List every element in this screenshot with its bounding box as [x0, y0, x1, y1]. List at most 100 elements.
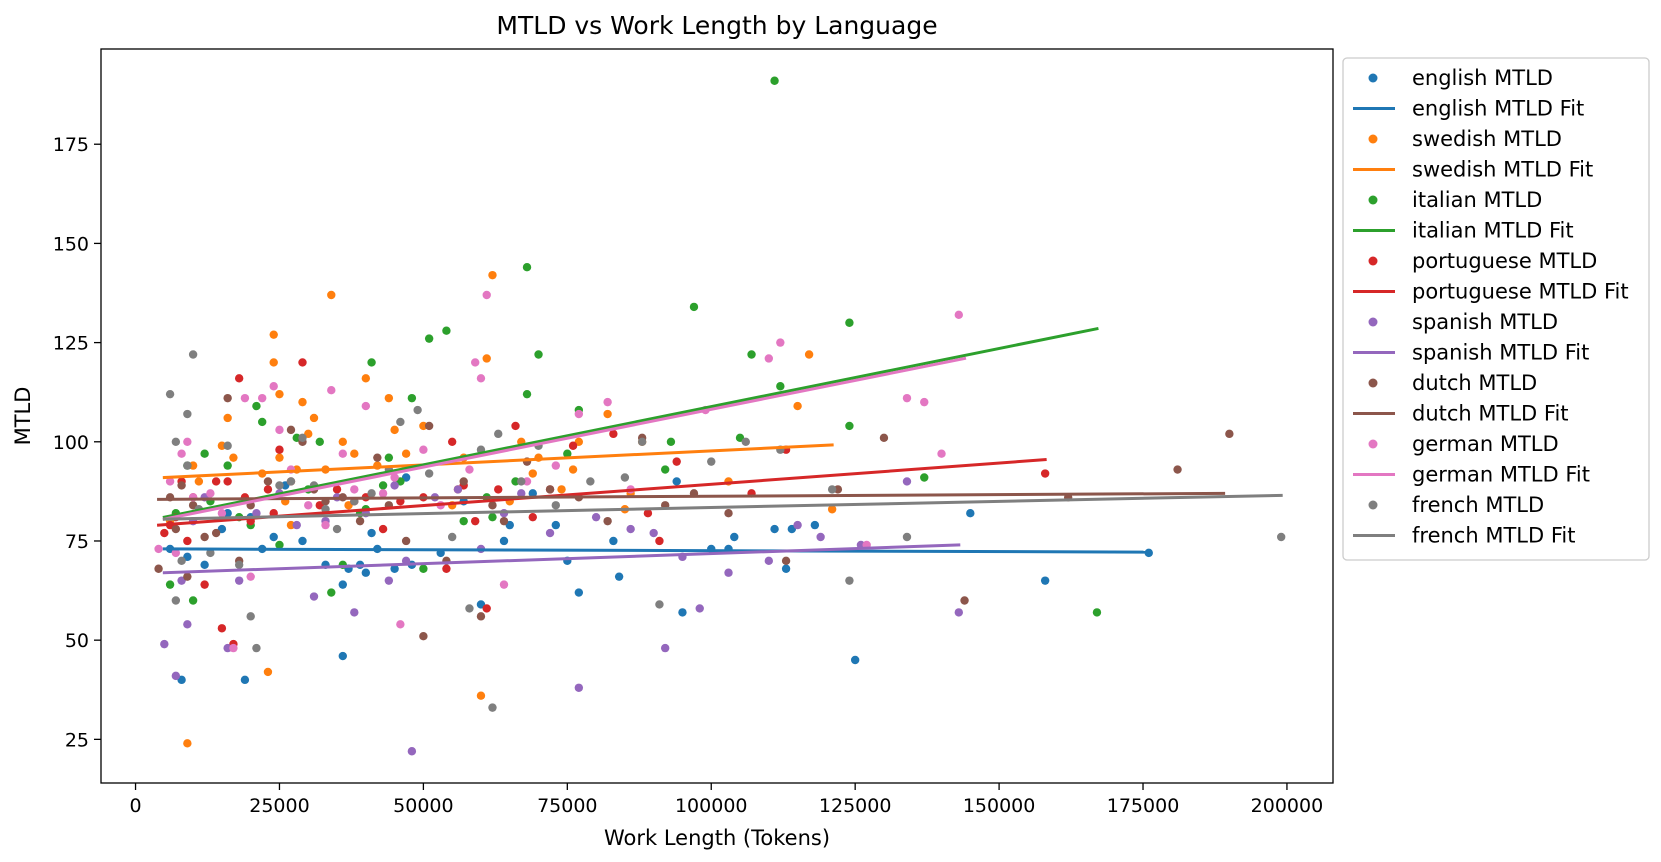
- data-point: [217, 624, 227, 633]
- y-tick-label: 150: [53, 233, 89, 255]
- data-point: [275, 481, 284, 490]
- data-point: [165, 477, 175, 486]
- data-point: [407, 393, 417, 403]
- data-point: [471, 516, 480, 526]
- data-point: [160, 528, 169, 538]
- data-point: [183, 536, 192, 546]
- data-point: [447, 532, 457, 542]
- data-point: [447, 437, 457, 446]
- data-point: [217, 509, 227, 518]
- series-layer: [154, 76, 1286, 756]
- x-tick-label: 75000: [537, 795, 597, 817]
- data-point: [707, 457, 716, 466]
- data-point: [879, 433, 889, 443]
- data-point: [476, 612, 486, 621]
- data-point: [275, 445, 284, 454]
- data-point: [545, 528, 555, 538]
- data-point: [488, 501, 497, 510]
- data-point: [338, 651, 347, 661]
- data-point: [200, 532, 209, 542]
- data-point: [649, 528, 658, 538]
- data-point: [286, 477, 296, 486]
- data-point: [206, 548, 215, 558]
- data-point: [442, 564, 451, 573]
- data-point: [568, 441, 578, 450]
- data-point: [200, 449, 209, 458]
- data-point: [482, 290, 491, 300]
- data-point: [1092, 608, 1102, 617]
- data-point: [246, 572, 255, 581]
- data-point: [223, 393, 232, 403]
- data-point: [424, 469, 434, 478]
- data-point: [350, 449, 359, 458]
- data-point: [637, 437, 647, 446]
- data-point: [781, 556, 791, 566]
- plot-frame: [100, 48, 1334, 784]
- legend-label: spanish MTLD Fit: [1412, 341, 1589, 365]
- data-point: [223, 461, 232, 470]
- legend-label: italian MTLD: [1412, 188, 1542, 212]
- data-point: [206, 489, 215, 498]
- data-point: [522, 263, 532, 272]
- legend-marker-swedish: [1368, 134, 1378, 144]
- data-point: [275, 453, 284, 462]
- x-tick-label: 0: [129, 795, 141, 817]
- data-point: [827, 505, 837, 514]
- data-point: [902, 393, 912, 403]
- legend-marker-spanish: [1368, 317, 1378, 327]
- data-point: [609, 429, 618, 439]
- data-point: [672, 477, 681, 486]
- x-tick-label: 125000: [819, 795, 892, 817]
- data-point: [223, 441, 232, 450]
- data-point: [269, 532, 278, 542]
- legend-marker-dutch: [1368, 378, 1378, 388]
- data-point: [350, 485, 359, 494]
- data-point: [655, 536, 664, 546]
- data-point: [373, 453, 382, 462]
- data-point: [511, 421, 520, 431]
- data-point: [655, 600, 664, 609]
- data-point: [188, 350, 198, 359]
- data-point: [724, 509, 733, 518]
- data-point: [764, 354, 774, 363]
- data-point: [424, 421, 434, 431]
- data-point: [200, 580, 209, 589]
- data-point: [793, 401, 802, 411]
- data-point: [165, 389, 175, 399]
- data-point: [1276, 532, 1286, 542]
- data-point: [269, 358, 278, 367]
- data-point: [1040, 576, 1050, 585]
- data-point: [937, 449, 946, 458]
- data-point: [229, 453, 238, 462]
- data-point: [471, 358, 480, 367]
- data-point: [257, 393, 267, 403]
- data-point: [643, 509, 653, 518]
- y-tick-label: 25: [65, 729, 89, 751]
- data-point: [211, 528, 221, 538]
- data-point: [620, 473, 630, 482]
- y-axis: 25 50 75 100 125 150 175: [53, 134, 101, 751]
- data-point: [845, 576, 854, 585]
- data-point: [275, 425, 284, 435]
- data-point: [603, 516, 612, 526]
- data-point: [257, 417, 267, 427]
- data-point: [528, 512, 537, 522]
- legend-marker-french: [1368, 500, 1378, 510]
- data-point: [488, 512, 497, 522]
- x-tick-label: 200000: [1251, 795, 1324, 817]
- data-point: [522, 389, 532, 399]
- series-portuguese-fit-line: [156, 458, 1047, 527]
- data-point: [419, 445, 428, 454]
- data-point: [223, 413, 232, 423]
- series-italian-fit-line: [162, 326, 1099, 519]
- legend-marker-english: [1368, 73, 1378, 83]
- data-point: [183, 437, 192, 446]
- data-point: [338, 437, 347, 446]
- data-point: [229, 643, 238, 653]
- scatter-layer: [154, 76, 1286, 756]
- data-point: [217, 441, 227, 450]
- data-point: [378, 524, 388, 534]
- data-point: [563, 449, 572, 458]
- data-point: [672, 457, 681, 466]
- data-point: [488, 703, 497, 712]
